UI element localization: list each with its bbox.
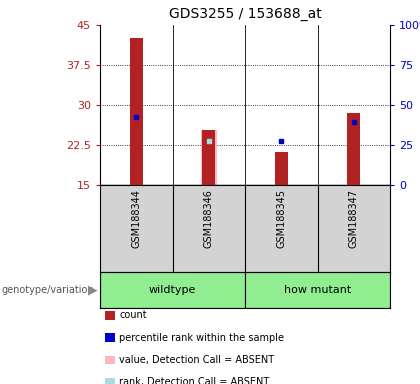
- Text: wildtype: wildtype: [149, 285, 196, 295]
- Text: ▶: ▶: [88, 283, 97, 296]
- Text: GSM188346: GSM188346: [204, 189, 214, 248]
- Text: count: count: [119, 310, 147, 320]
- Bar: [245, 272, 390, 308]
- Bar: [100, 272, 245, 308]
- Text: percentile rank within the sample: percentile rank within the sample: [119, 333, 284, 343]
- Text: how mutant: how mutant: [284, 285, 351, 295]
- Text: GSM188347: GSM188347: [349, 189, 359, 248]
- Text: GSM188344: GSM188344: [131, 189, 141, 248]
- Bar: [130, 38, 143, 185]
- Bar: [202, 130, 215, 185]
- Bar: [275, 152, 288, 185]
- Title: GDS3255 / 153688_at: GDS3255 / 153688_at: [168, 7, 321, 21]
- Text: value, Detection Call = ABSENT: value, Detection Call = ABSENT: [119, 355, 274, 365]
- Text: GSM188345: GSM188345: [276, 189, 286, 248]
- Text: rank, Detection Call = ABSENT: rank, Detection Call = ABSENT: [119, 377, 269, 384]
- Text: genotype/variation: genotype/variation: [2, 285, 94, 295]
- Bar: [201, 130, 217, 185]
- Bar: [347, 113, 360, 185]
